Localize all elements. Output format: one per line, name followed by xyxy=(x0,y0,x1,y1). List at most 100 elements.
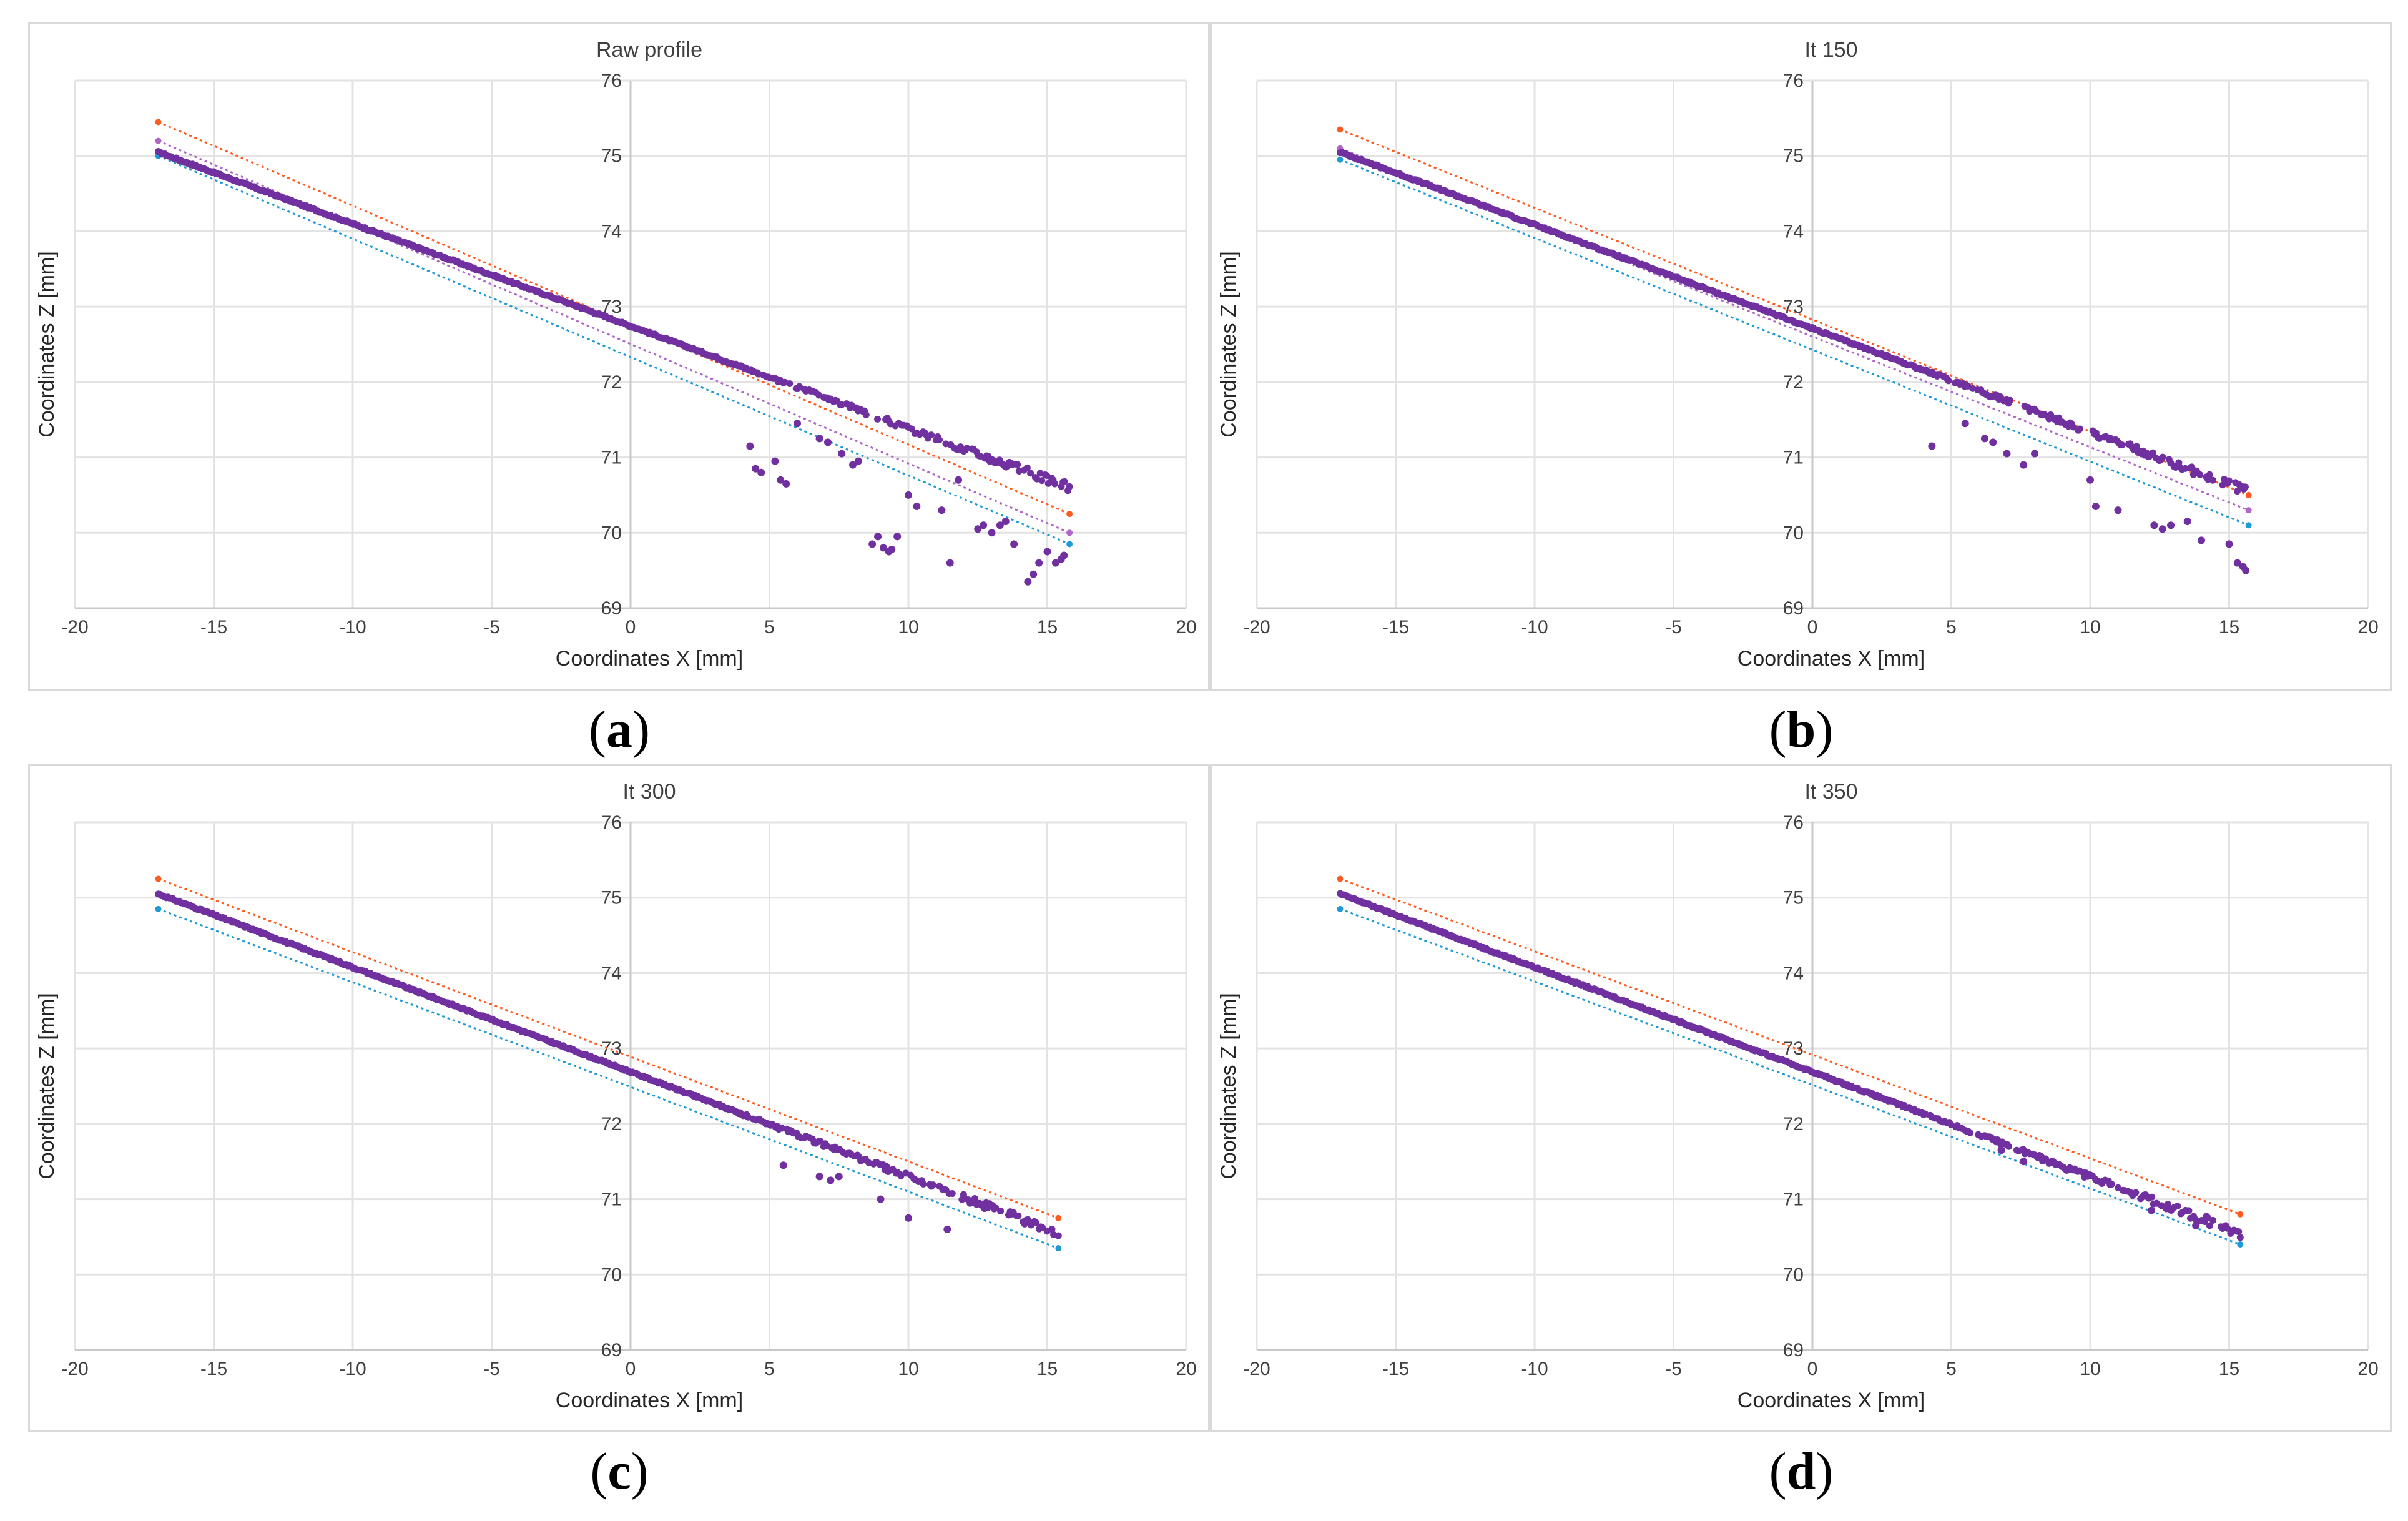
profile-point xyxy=(920,1180,927,1188)
x-tick-label: -20 xyxy=(1243,617,1270,637)
y-tick-label: 71 xyxy=(601,1189,622,1210)
profile-point xyxy=(1014,461,1021,468)
caption-c: (c) xyxy=(590,1442,649,1500)
outlier-point xyxy=(946,559,954,567)
profile-point xyxy=(2076,425,2083,433)
outlier-point xyxy=(988,529,996,537)
y-tick-label: 69 xyxy=(1783,1340,1804,1361)
mid-line-end-point xyxy=(1066,529,1073,536)
profile-point xyxy=(1048,1226,1056,1233)
outlier-point xyxy=(2086,476,2094,484)
x-tick-label: 10 xyxy=(898,617,918,637)
outlier-point xyxy=(905,491,912,499)
profile-point xyxy=(2225,477,2233,485)
x-axis-label: Coordinates X [mm] xyxy=(1737,647,1925,671)
y-tick-label: 69 xyxy=(1783,598,1804,619)
y-tick-label: 74 xyxy=(1783,963,1804,983)
profile-point xyxy=(2132,1189,2140,1196)
outlier-point xyxy=(2183,518,2191,526)
profile-point xyxy=(1032,1219,1039,1226)
x-tick-label: 20 xyxy=(1176,617,1196,637)
profile-point xyxy=(2174,1203,2181,1210)
profile-point xyxy=(1066,483,1073,490)
x-tick-label: -15 xyxy=(200,1359,227,1379)
y-tick-label: 73 xyxy=(1783,1038,1804,1059)
outlier-point xyxy=(2225,540,2233,548)
y-tick-label: 74 xyxy=(1783,221,1804,242)
outlier-point xyxy=(1980,435,1988,443)
outlier-point xyxy=(2114,506,2122,514)
outlier-point xyxy=(752,465,760,473)
lower-line-end-point xyxy=(1055,1245,1062,1252)
profile-point xyxy=(1024,1216,1031,1223)
upper-line-start-point xyxy=(1337,126,1344,133)
x-tick-label: 0 xyxy=(626,617,636,637)
upper-line-start-point xyxy=(1337,875,1344,882)
outlier-point xyxy=(893,533,902,541)
profile-point xyxy=(2206,471,2213,478)
profile-point xyxy=(1051,480,1059,488)
x-tick-label: 10 xyxy=(898,1359,918,1379)
x-tick-label: 20 xyxy=(2357,1359,2378,1379)
profile-point xyxy=(874,415,882,423)
outlier-point xyxy=(1043,548,1051,556)
x-tick-label: 5 xyxy=(764,617,775,637)
x-tick-label: 5 xyxy=(764,1359,775,1379)
y-tick-label: 71 xyxy=(1783,1189,1804,1210)
chart-title: It 350 xyxy=(1804,780,1857,804)
profile-point xyxy=(971,1194,978,1202)
outlier-point xyxy=(835,1173,843,1181)
outlier-point xyxy=(1010,540,1018,548)
x-tick-label: 5 xyxy=(1946,1359,1957,1379)
outlier-point xyxy=(2091,503,2100,511)
profile-point xyxy=(2241,483,2249,491)
profile-point xyxy=(862,411,870,418)
profile-point xyxy=(1023,464,1031,471)
x-tick-label: -15 xyxy=(200,617,227,637)
x-tick-label: 5 xyxy=(1946,617,1957,637)
x-tick-label: -5 xyxy=(483,617,500,637)
profile-point xyxy=(997,1208,1005,1215)
profile-point xyxy=(2209,1216,2217,1224)
outlier-point xyxy=(827,1176,835,1184)
profile-point xyxy=(2032,407,2040,415)
profile-point xyxy=(786,380,794,387)
y-tick-label: 70 xyxy=(1783,523,1804,543)
outlier-point xyxy=(1051,559,1059,567)
outlier-point xyxy=(2198,536,2205,544)
outlier-point xyxy=(771,457,779,465)
y-tick-label: 70 xyxy=(601,523,622,543)
y-axis-label: Coordinates Z [mm] xyxy=(1217,251,1241,438)
profile-point xyxy=(2185,1207,2193,1214)
y-tick-label: 76 xyxy=(1783,812,1804,833)
outlier-point xyxy=(943,1225,951,1233)
x-tick-label: 10 xyxy=(2080,617,2100,637)
outlier-point xyxy=(838,450,846,458)
x-axis-label: Coordinates X [mm] xyxy=(1737,1389,1925,1412)
outlier-point xyxy=(1035,559,1043,567)
caption-letter-c: c xyxy=(607,1442,631,1500)
outlier-point xyxy=(1001,518,1010,526)
x-tick-label: -20 xyxy=(61,1359,88,1379)
profile-point xyxy=(1015,1212,1022,1219)
outlier-point xyxy=(938,506,946,514)
outlier-point xyxy=(1989,438,1997,446)
x-tick-label: 0 xyxy=(1807,1359,1818,1379)
outlier-point xyxy=(877,1195,885,1203)
x-tick-label: -10 xyxy=(339,1359,366,1379)
y-tick-label: 69 xyxy=(601,598,622,619)
profile-point xyxy=(2133,443,2140,450)
x-tick-label: -5 xyxy=(1665,617,1682,637)
chart-panel-d: It 350 -20 -15 -10 -5 0 5 10 15 20 69 70 71 72 73 74 75 7… xyxy=(1210,764,2392,1432)
profile-point xyxy=(948,1190,956,1198)
caption-letter-a: a xyxy=(606,701,632,759)
y-tick-label: 72 xyxy=(1783,372,1804,393)
chart-svg-b: It 150-20 -15 -10 -5 0 5 10 15 20697071727374757… xyxy=(1217,38,2379,671)
profile-point xyxy=(1967,1130,1974,1137)
outlier-point xyxy=(1928,442,1936,450)
x-tick-label: 10 xyxy=(2080,1359,2100,1379)
outlier-point xyxy=(980,521,988,529)
y-axis-label: Coordinates Z [mm] xyxy=(35,251,59,438)
y-tick-label: 75 xyxy=(1783,888,1804,908)
outlier-point xyxy=(1060,551,1068,559)
